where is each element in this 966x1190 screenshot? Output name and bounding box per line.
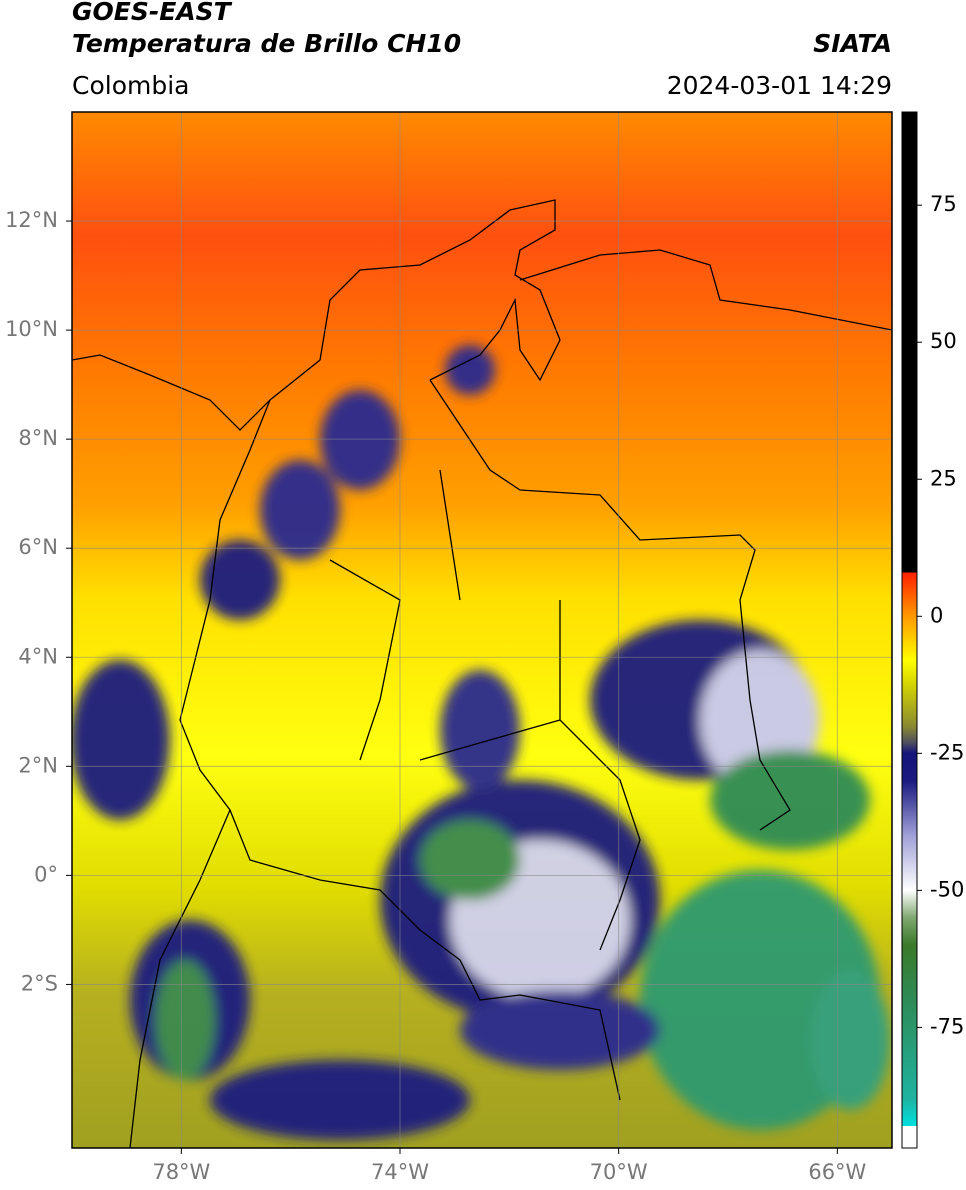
y-tick-label: 2°N	[18, 753, 58, 777]
y-tick-label: 12°N	[5, 208, 58, 232]
satellite-image	[72, 112, 892, 1148]
y-tick-label: 4°N	[18, 644, 58, 668]
map-frame	[71, 111, 893, 1149]
title: GOES-EAST	[72, 0, 233, 26]
colorbar-tick-label: 75	[930, 192, 957, 216]
x-tick-label: 74°W	[371, 1160, 429, 1184]
subtitle: Temperatura de Brillo CH10	[72, 29, 461, 58]
x-tick-label: 70°W	[590, 1160, 648, 1184]
colorbar-tick-label: -50	[930, 877, 964, 901]
colorbar-tick-label: -75	[930, 1014, 964, 1038]
y-tick-label: 2°S	[21, 971, 58, 995]
source: SIATA	[813, 29, 892, 58]
colorbar	[901, 111, 918, 1149]
colorbar-tick-label: -25	[930, 740, 964, 764]
region: Colombia	[72, 71, 189, 100]
y-tick-label: 0°	[34, 862, 58, 886]
timestamp: 2024-03-01 14:29	[667, 71, 892, 100]
y-tick-label: 8°N	[18, 426, 58, 450]
y-tick-label: 10°N	[5, 317, 58, 341]
colorbar-tick-label: 0	[930, 603, 943, 627]
colorbar-tick-label: 50	[930, 329, 957, 353]
graticule	[72, 112, 892, 1148]
x-tick-label: 78°W	[152, 1160, 210, 1184]
y-tick-label: 6°N	[18, 535, 58, 559]
x-tick-label: 66°W	[808, 1160, 866, 1184]
colorbar-tick-label: 25	[930, 466, 957, 490]
